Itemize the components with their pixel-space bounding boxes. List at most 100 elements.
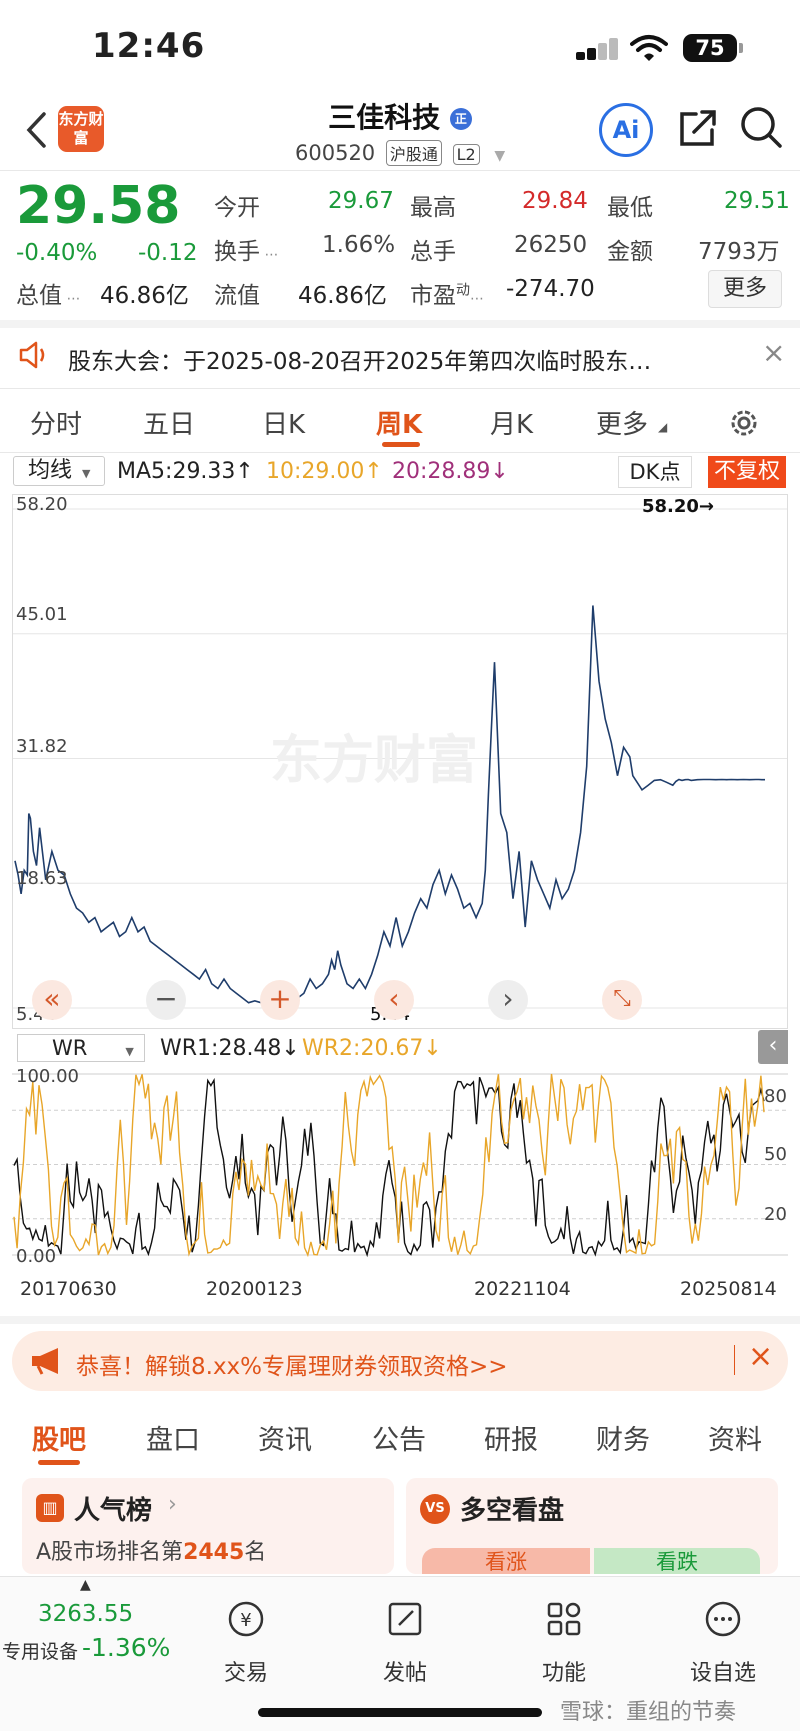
info-icon[interactable]: ⋯ (260, 247, 279, 263)
amount-value: 7793万 (698, 239, 780, 265)
index-change: -1.36% (82, 1633, 171, 1662)
dropdown-icon: ▼ (494, 148, 506, 164)
tab-research[interactable]: 研报 (484, 1425, 538, 1456)
float-label: 流值 (214, 283, 260, 309)
close-icon[interactable]: × (748, 1339, 774, 1374)
ma10-value: 10:29.00↑ (266, 459, 383, 484)
tab-pankou[interactable]: 盘口 (146, 1425, 200, 1456)
dk-point-select[interactable]: DK点 (618, 456, 692, 488)
post-icon[interactable] (385, 1599, 425, 1639)
notice-bar[interactable]: 股东大会：于2025-08-20召开2025年第四次临时股东… × (0, 326, 800, 386)
tab-guba[interactable]: 股吧 (32, 1425, 86, 1456)
wr-chart-svg (12, 1073, 788, 1258)
change-value: -0.12 (138, 240, 198, 266)
popularity-rank-text: A股市场排名第2445名 (36, 1540, 267, 1565)
tab-daily-k[interactable]: 日K (262, 410, 306, 440)
pe-label: 市盈动⋯ (410, 282, 484, 309)
back-icon[interactable] (24, 110, 48, 150)
popularity-card[interactable]: ▥ 人气榜 › A股市场排名第2445名 (22, 1478, 394, 1574)
chart-watermark: 东方财富 (270, 731, 479, 791)
megaphone-icon (32, 1348, 58, 1375)
more-dropdown-icon: ◢ (658, 420, 668, 434)
stock-code-row[interactable]: 600520 沪股通 L2 ▼ (295, 140, 505, 166)
stock-code: 600520 (295, 141, 376, 165)
active-tab-indicator (382, 442, 420, 447)
y-label: 31.82 (16, 736, 68, 757)
high-label: 最高 (410, 195, 456, 221)
search-icon[interactable] (738, 104, 784, 150)
share-icon[interactable] (676, 106, 720, 150)
gear-icon[interactable] (727, 406, 761, 440)
max-marker: 58.20→ (642, 496, 715, 517)
zoom-out-icon[interactable]: − (146, 980, 186, 1020)
tab-minute[interactable]: 分时 (30, 410, 83, 440)
tab-weekly-k[interactable]: 周K (376, 410, 423, 440)
change-percent: -0.40% (16, 240, 98, 266)
notice-text: 股东大会：于2025-08-20召开2025年第四次临时股东… (68, 349, 652, 375)
volume-value: 26250 (514, 232, 588, 258)
y-label: 45.01 (16, 604, 68, 625)
tab-profile[interactable]: 资料 (708, 1425, 762, 1456)
next-icon[interactable]: › (488, 980, 528, 1020)
tab-monthly-k[interactable]: 月K (490, 410, 534, 440)
tab-news[interactable]: 资讯 (258, 1425, 312, 1456)
x-label: 20200123 (206, 1278, 303, 1300)
turnover-value: 1.66% (322, 232, 396, 258)
app-logo: 东方财富 (58, 106, 104, 152)
index-value[interactable]: 3263.55 (38, 1601, 134, 1627)
vs-icon: VS (420, 1494, 450, 1524)
bottom-nav: ▲ 3263.55 专用设备 -1.36% ¥ 交易 发帖 功能 设自选 (0, 1576, 800, 1731)
expand-icon[interactable]: ⤡ (602, 980, 642, 1020)
low-label: 最低 (607, 195, 653, 221)
wr-series-line-wr1 (13, 1076, 765, 1258)
close-icon[interactable]: × (762, 336, 786, 369)
wr-chart[interactable]: 100.00 0.00 80 50 20 (12, 1064, 788, 1269)
mktcap-label: 总值 ⋯ (16, 283, 81, 309)
chevron-right-icon: › (168, 1492, 177, 1517)
nav-add-watchlist[interactable]: 设自选 (689, 1661, 756, 1686)
prev-icon[interactable]: ‹ (374, 980, 414, 1020)
apps-icon[interactable] (544, 1599, 584, 1639)
active-tab-indicator (38, 1460, 80, 1465)
ai-button[interactable]: Ai (599, 103, 653, 157)
tab-finance[interactable]: 财务 (596, 1425, 650, 1456)
ma-select[interactable]: 均线 ▼ (13, 456, 105, 486)
bear-button[interactable]: 看跌 (594, 1548, 760, 1574)
wr1-value: WR1:28.48↓ (160, 1036, 300, 1061)
info-icon[interactable]: ⋯ (470, 291, 484, 307)
price-series-line (14, 605, 765, 1004)
nav-trade[interactable]: 交易 (223, 1661, 268, 1686)
current-price: 29.58 (16, 176, 181, 236)
crosshair-icon[interactable]: + (260, 980, 300, 1020)
wr-right-label: 20 (764, 1204, 787, 1225)
collapse-panel-icon[interactable]: ‹ (758, 1030, 788, 1064)
trade-icon[interactable]: ¥ (226, 1599, 266, 1639)
x-label: 20170630 (20, 1278, 117, 1300)
bull-button[interactable]: 看涨 (422, 1548, 590, 1574)
info-icon[interactable]: ⋯ (62, 291, 81, 307)
tab-announcements[interactable]: 公告 (372, 1425, 426, 1456)
wr-select[interactable]: WR ▼ (17, 1034, 145, 1062)
index-name: 专用设备 (2, 1641, 79, 1663)
scroll-left-icon[interactable]: « (32, 980, 72, 1020)
tab-more[interactable]: 更多 (596, 410, 649, 440)
price-chart[interactable]: 58.20 45.01 31.82 18.63 5.44 58.20→ 5.44… (12, 494, 788, 1029)
promo-text: 恭喜！解锁8.xx%专属理财券领取资格>> (76, 1354, 508, 1380)
speaker-icon (19, 341, 45, 369)
volume-label: 总手 (410, 239, 456, 265)
more-quote-button[interactable]: 更多 (708, 270, 782, 308)
float-value: 46.86亿 (298, 283, 387, 309)
watchlist-icon[interactable] (703, 1599, 743, 1639)
nav-post[interactable]: 发帖 (382, 1661, 427, 1686)
turnover-label: 换手 ⋯ (214, 239, 279, 265)
nav-functions[interactable]: 功能 (541, 1661, 586, 1686)
home-indicator (258, 1708, 542, 1717)
battery-icon: 75 (683, 34, 737, 62)
bullbear-card[interactable]: VS 多空看盘 看涨 看跌 (406, 1478, 778, 1574)
pe-value: -274.70 (506, 276, 595, 302)
promo-banner[interactable]: 恭喜！解锁8.xx%专属理财券领取资格>> × (12, 1331, 788, 1391)
x-label: 20221104 (474, 1278, 571, 1300)
adjust-button[interactable]: 不复权 (708, 456, 786, 488)
ma5-value: MA5:29.33↑ (117, 459, 254, 484)
tab-five-day[interactable]: 五日 (143, 410, 196, 440)
